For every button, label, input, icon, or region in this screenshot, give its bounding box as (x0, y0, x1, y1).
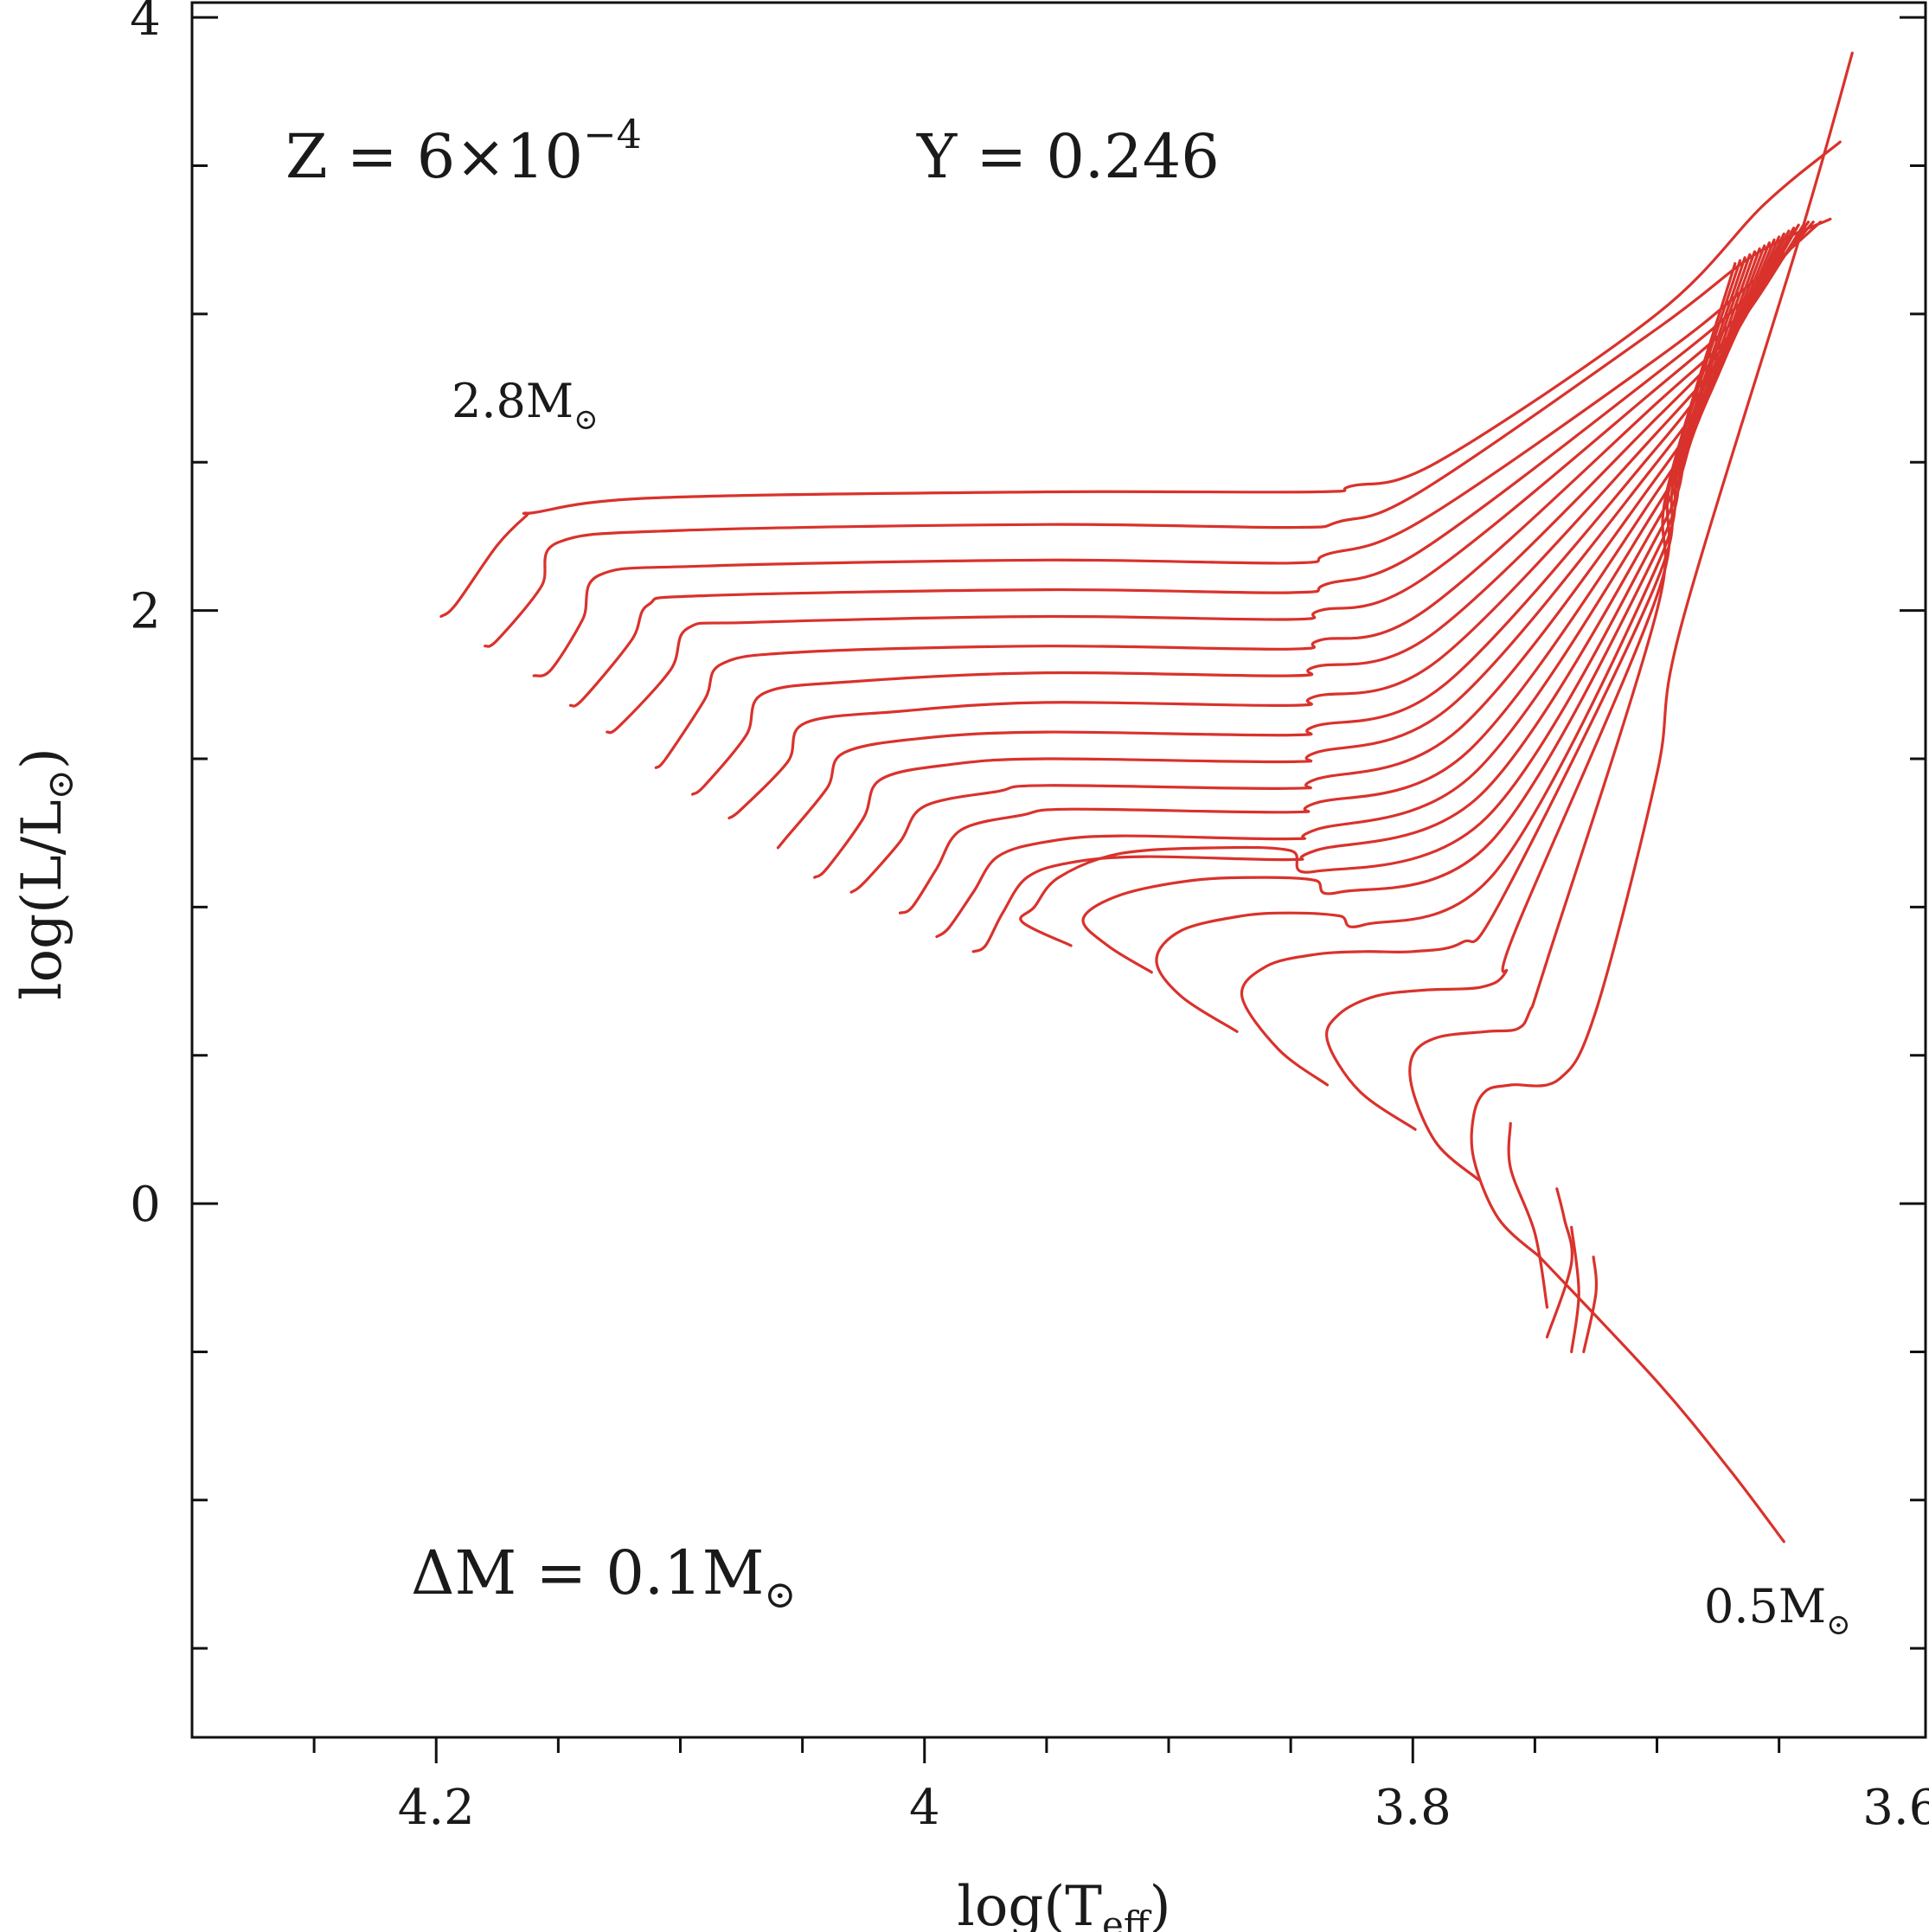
track-line (1325, 259, 1742, 1131)
plot-frame (190, 1, 1927, 1739)
track-line (1019, 247, 1761, 947)
track-line (1538, 1255, 1785, 1544)
track-line (1545, 1187, 1574, 1338)
x-tick-label: 3.8 (1375, 1780, 1452, 1836)
track-line (439, 140, 1842, 619)
track-line (1240, 256, 1746, 1087)
track-line (1081, 250, 1756, 974)
axis-ticks: 4.2 4 3.8 3.6 4 2 0 (130, 0, 1929, 1836)
y-axis-title: log(L/L⊙) (10, 748, 81, 1000)
y-tick-label: 2 (130, 584, 161, 640)
track-line (1470, 51, 1854, 1259)
helium-label: Y = 0.246 (916, 121, 1220, 192)
top-mass-label: 2.8M⊙ (452, 374, 599, 437)
track-line (1507, 1121, 1549, 1309)
track-line (813, 232, 1785, 879)
evolutionary-tracks (439, 51, 1854, 1544)
track-line (1570, 1225, 1580, 1353)
mass-step-label: ΔM = 0.1M⊙ (411, 1537, 796, 1617)
x-axis-title: log(Teff) (957, 1875, 1170, 1932)
track-line (654, 223, 1805, 769)
track-line (691, 223, 1800, 796)
track-line (776, 229, 1791, 850)
bottom-mass-label: 0.5M⊙ (1704, 1579, 1851, 1642)
track-line (971, 244, 1766, 953)
metallicity-label: Z = 6×10−4 (285, 111, 642, 192)
track-line (849, 235, 1781, 894)
x-tick-label: 3.6 (1862, 1780, 1929, 1836)
track-line (727, 226, 1796, 820)
track-line (1155, 253, 1752, 1033)
track-line (568, 221, 1815, 708)
x-tick-label: 4.2 (398, 1780, 475, 1836)
track-line (532, 221, 1823, 677)
track-line (1408, 262, 1737, 1182)
y-tick-label: 0 (130, 1177, 161, 1233)
track-line (606, 221, 1810, 735)
track-line (1582, 1255, 1599, 1353)
track-line (484, 217, 1832, 648)
x-tick-label: 4 (909, 1780, 940, 1836)
y-tick-label: 4 (130, 0, 161, 47)
